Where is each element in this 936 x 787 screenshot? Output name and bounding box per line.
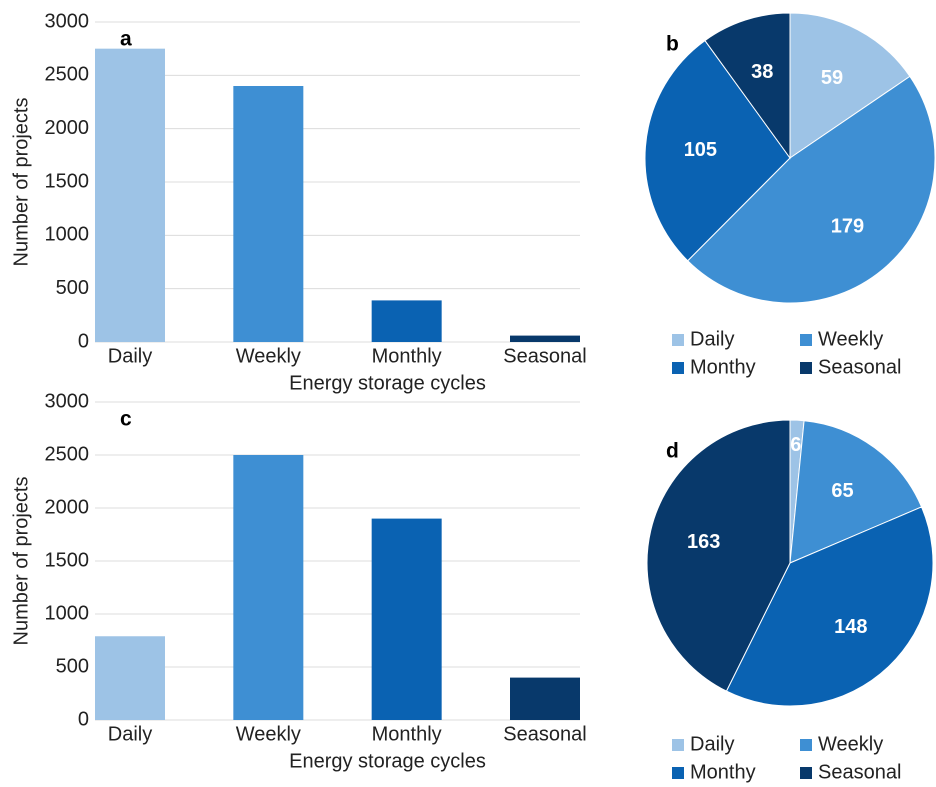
y-tick-label: 1000 xyxy=(45,602,90,624)
legend-swatch xyxy=(672,362,684,374)
y-tick-label: 3000 xyxy=(45,390,90,412)
y-tick-label: 500 xyxy=(56,277,89,299)
x-tick-label: Weekly xyxy=(236,723,301,745)
x-axis-title: Energy storage cycles xyxy=(289,372,486,394)
legend-swatch xyxy=(800,767,812,779)
x-tick-label: Monthly xyxy=(372,723,442,745)
panel-label: d xyxy=(666,440,679,463)
x-tick-label: Weekly xyxy=(236,345,301,367)
y-axis-title: Number of projects xyxy=(10,98,32,267)
x-tick-label: Daily xyxy=(108,345,152,367)
x-tick-label: Seasonal xyxy=(503,345,586,367)
bar xyxy=(510,677,580,720)
legend-swatch xyxy=(800,739,812,751)
pie-slice xyxy=(686,75,936,304)
y-tick-label: 2500 xyxy=(45,443,90,465)
y-axis-title: Number of projects xyxy=(10,477,32,646)
bar xyxy=(95,48,165,343)
legend-label: Monthy xyxy=(690,761,756,783)
pie-slice xyxy=(704,12,791,160)
y-tick-label: 0 xyxy=(78,330,89,352)
legend-swatch xyxy=(672,767,684,779)
legend-swatch xyxy=(672,334,684,346)
x-axis-title: Energy storage cycles xyxy=(289,750,486,772)
legend-label: Daily xyxy=(690,328,734,350)
data-label: 148 xyxy=(834,616,867,638)
pie-slice xyxy=(644,39,791,262)
data-label: 6 xyxy=(790,434,801,456)
data-label: 179 xyxy=(831,215,864,237)
y-tick-label: 0 xyxy=(78,708,89,730)
pie-slice xyxy=(725,506,934,707)
y-tick-label: 500 xyxy=(56,655,89,677)
data-label: 59 xyxy=(821,67,843,89)
y-tick-label: 3000 xyxy=(45,10,90,32)
legend-label: Monthy xyxy=(690,356,756,378)
legend-label: Seasonal xyxy=(818,761,901,783)
legend-swatch xyxy=(800,362,812,374)
data-label: 38 xyxy=(751,61,773,83)
pie-slice xyxy=(789,12,911,159)
x-tick-label: Monthly xyxy=(372,345,442,367)
y-tick-label: 1500 xyxy=(45,170,90,192)
panel-label: c xyxy=(120,408,132,431)
legend-swatch xyxy=(800,334,812,346)
bar xyxy=(233,86,304,342)
legend-label: Weekly xyxy=(818,328,883,350)
pie-slice xyxy=(789,420,923,564)
panel-label: b xyxy=(666,33,679,56)
legend-label: Seasonal xyxy=(818,356,901,378)
bar xyxy=(510,335,580,342)
legend-label: Weekly xyxy=(818,733,883,755)
legend-label: Daily xyxy=(690,733,734,755)
pie-slice xyxy=(646,419,791,692)
bar xyxy=(371,300,442,342)
legend-swatch xyxy=(672,739,684,751)
bar xyxy=(233,455,304,720)
bar xyxy=(371,518,442,720)
x-tick-label: Daily xyxy=(108,723,152,745)
y-tick-label: 1000 xyxy=(45,224,90,246)
panel-label: a xyxy=(120,28,132,51)
bar xyxy=(95,636,165,720)
data-label: 163 xyxy=(687,531,720,553)
y-tick-label: 2000 xyxy=(45,496,90,518)
y-tick-label: 2500 xyxy=(45,64,90,86)
y-tick-label: 2000 xyxy=(45,117,90,139)
x-tick-label: Seasonal xyxy=(503,723,586,745)
y-tick-label: 1500 xyxy=(45,549,90,571)
data-label: 105 xyxy=(684,139,717,161)
data-label: 65 xyxy=(831,480,853,502)
